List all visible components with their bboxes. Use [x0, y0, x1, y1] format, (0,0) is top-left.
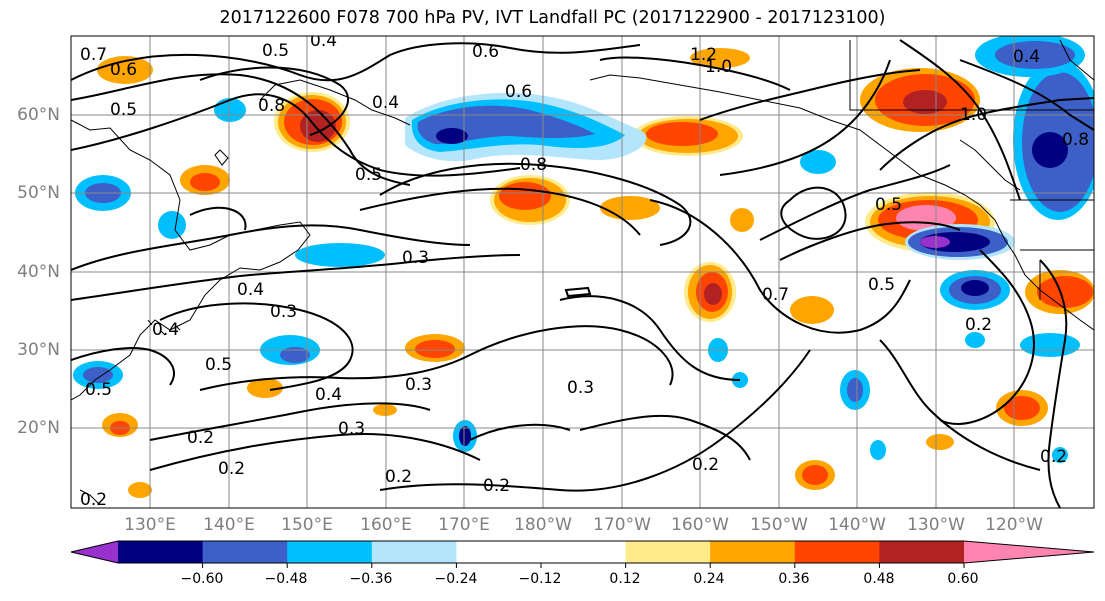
- contour-label: 0.5: [85, 380, 112, 400]
- lon-label: 170°E: [438, 515, 490, 535]
- contour-label: 0.3: [405, 375, 432, 395]
- contour-label: 0.5: [868, 275, 895, 295]
- map-title: 2017122600 F078 700 hPa PV, IVT Landfall…: [219, 8, 886, 28]
- colorbar-tick-label: 0.48: [863, 571, 895, 587]
- contour-label: 1.0: [705, 57, 732, 77]
- contour-label: 0.8: [520, 155, 547, 175]
- colorbar-extend-max: [964, 541, 1094, 563]
- contour-label: 0.4: [315, 385, 342, 405]
- lon-label: 160°E: [360, 515, 412, 535]
- coastlines: [71, 39, 1094, 506]
- colorbar-outline: [70, 540, 1095, 564]
- contour-label: 0.5: [110, 100, 137, 120]
- colorbar-tick-label: 0.36: [778, 571, 810, 587]
- contour-label: 0.4: [1013, 47, 1040, 67]
- contour-label: 0.5: [355, 165, 382, 185]
- map-frame: [70, 35, 1095, 509]
- contour-label: 0.7: [80, 45, 107, 65]
- contour-label: 0.6: [110, 60, 137, 80]
- lon-label: 150°E: [281, 515, 333, 535]
- pv-contours: [71, 39, 1094, 508]
- lon-label: 130°W: [907, 515, 965, 535]
- contour-label: 0.5: [875, 195, 902, 215]
- colorbar-tick-label: −0.60: [180, 571, 224, 587]
- contour-label: 0.2: [218, 459, 245, 479]
- lat-label: 50°N: [17, 183, 60, 203]
- lon-label: 130°E: [124, 515, 176, 535]
- colorbar-tick-label: −0.48: [264, 571, 308, 587]
- lat-label: 40°N: [17, 262, 60, 282]
- lat-label: 20°N: [17, 418, 60, 438]
- lat-label: 60°N: [17, 105, 60, 125]
- contour-label: 0.2: [965, 315, 992, 335]
- lon-label: 170°W: [593, 515, 651, 535]
- contour-label: 0.2: [385, 467, 412, 487]
- contour-label: 0.4: [310, 31, 337, 51]
- contour-label: 0.8: [258, 96, 285, 116]
- colorbar-segment: [710, 541, 796, 563]
- colorbar-extend-min: [71, 541, 118, 563]
- colorbar-tick-label: −0.24: [434, 571, 478, 587]
- contour-label: 0.3: [567, 378, 594, 398]
- colorbar-segment: [371, 541, 457, 563]
- colorbar-tick-label: 0.60: [947, 571, 979, 587]
- contour-label: 0.3: [338, 419, 365, 439]
- contour-label: 0.7: [762, 285, 789, 305]
- colorbar-segment: [202, 541, 288, 563]
- contour-label: 0.4: [152, 320, 179, 340]
- lon-label: 140°W: [828, 515, 886, 535]
- contour-label: 1.0: [960, 105, 987, 125]
- colorbar-segment: [879, 541, 965, 563]
- contour-label: 0.6: [505, 82, 532, 102]
- colorbar: [70, 540, 1095, 568]
- contour-label: 0.4: [237, 280, 264, 300]
- colorbar-tick-label: −0.36: [349, 571, 393, 587]
- colorbar-segment: [625, 541, 711, 563]
- lon-label: 140°E: [203, 515, 255, 535]
- colorbar-tick-label: −0.12: [518, 571, 562, 587]
- lon-label: 160°W: [671, 515, 729, 535]
- contour-label: 0.3: [402, 248, 429, 268]
- contour-label: 0.3: [270, 302, 297, 322]
- contour-label: 0.8: [1062, 130, 1089, 150]
- lon-label: 150°W: [750, 515, 808, 535]
- colorbar-tick-label: 0.24: [693, 571, 725, 587]
- colorbar-segment: [118, 541, 204, 563]
- colorbar-segment: [287, 541, 373, 563]
- colorbar-segment: [541, 541, 627, 563]
- contour-label: 0.5: [205, 355, 232, 375]
- colorbar-segment: [456, 541, 542, 563]
- contour-label: 0.2: [483, 476, 510, 496]
- lon-label: 120°W: [985, 515, 1043, 535]
- colorbar-segment: [794, 541, 880, 563]
- lon-label: 180°W: [514, 515, 572, 535]
- contour-label: 0.5: [262, 41, 289, 61]
- lat-label: 30°N: [17, 340, 60, 360]
- contour-labels: 0.7 0.6 0.5 0.4 0.6 1.2 1.0 0.5 0.8 0.4 …: [80, 31, 1089, 510]
- contour-label: 0.2: [692, 455, 719, 475]
- contour-label: 0.2: [187, 428, 214, 448]
- colorbar-tick-label: 0.12: [609, 571, 641, 587]
- contour-label: 1.2: [690, 45, 717, 65]
- contour-label: 0.2: [80, 490, 107, 510]
- contour-label: 0.2: [1040, 447, 1067, 467]
- contour-label: 0.4: [372, 93, 399, 113]
- contour-label: 0.6: [472, 42, 499, 62]
